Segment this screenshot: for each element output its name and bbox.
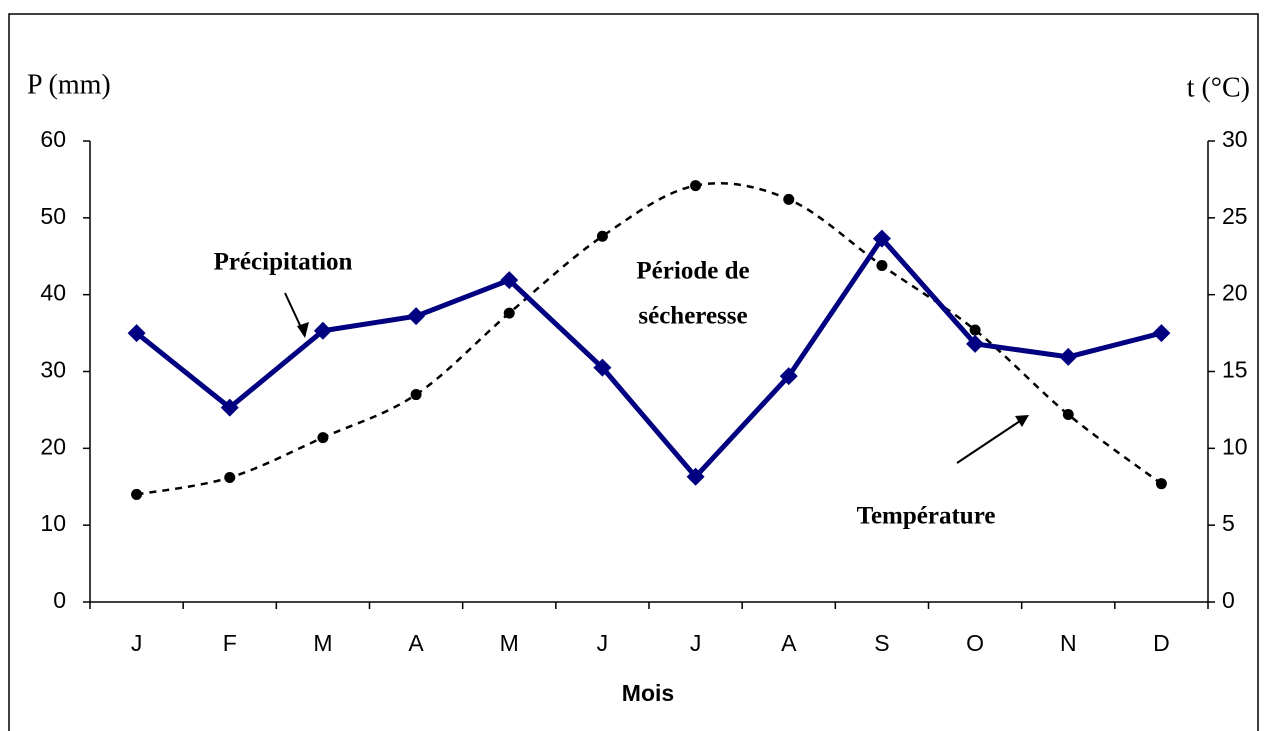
point bbox=[1062, 409, 1074, 421]
y2-tick-label: 20 bbox=[1222, 280, 1248, 306]
series-annotation: Température bbox=[857, 503, 996, 530]
y-tick-label: 60 bbox=[40, 126, 66, 152]
point bbox=[966, 334, 985, 353]
point bbox=[410, 389, 422, 401]
point bbox=[317, 432, 329, 444]
series-line bbox=[136, 182, 1163, 496]
point bbox=[872, 229, 891, 248]
x-tick-label: O bbox=[966, 630, 984, 656]
point bbox=[500, 271, 519, 290]
x-tick-label: S bbox=[874, 630, 889, 656]
point bbox=[220, 398, 239, 417]
y2-tick-label: 5 bbox=[1222, 510, 1235, 536]
arrow-head bbox=[1015, 415, 1029, 427]
x-tick-label: J bbox=[597, 630, 609, 656]
point bbox=[779, 367, 798, 386]
point bbox=[1152, 324, 1171, 343]
y2-axis-title: t (°C) bbox=[1187, 72, 1250, 103]
x-tick-label: J bbox=[131, 630, 143, 656]
point bbox=[969, 324, 981, 336]
y-tick-label: 10 bbox=[40, 510, 66, 536]
x-tick-label: A bbox=[408, 630, 424, 656]
arrow-head bbox=[297, 322, 309, 338]
annotation-arrow bbox=[956, 416, 1027, 464]
y-tick-label: 30 bbox=[40, 357, 66, 383]
y-axis-title: P (mm) bbox=[27, 69, 111, 100]
point bbox=[690, 180, 702, 192]
x-tick-label: N bbox=[1060, 630, 1077, 656]
x-tick-label: F bbox=[223, 630, 237, 656]
point bbox=[596, 230, 608, 242]
x-tick-label: D bbox=[1153, 630, 1170, 656]
point bbox=[1155, 478, 1167, 490]
point bbox=[1059, 347, 1078, 366]
x-tick-label: J bbox=[690, 630, 702, 656]
point bbox=[876, 259, 888, 271]
y-tick-label: 20 bbox=[40, 433, 66, 459]
y-tick-label: 40 bbox=[40, 280, 66, 306]
point bbox=[127, 324, 146, 343]
annotation: sécheresse bbox=[638, 303, 747, 330]
y2-tick-label: 10 bbox=[1222, 433, 1248, 459]
x-tick-label: A bbox=[781, 630, 797, 656]
point bbox=[783, 193, 795, 205]
y2-tick-label: 30 bbox=[1222, 126, 1248, 152]
point bbox=[503, 307, 515, 319]
x-tick-label: M bbox=[500, 630, 519, 656]
y2-tick-label: 15 bbox=[1222, 357, 1248, 383]
point bbox=[593, 358, 612, 377]
point bbox=[224, 472, 236, 484]
y2-tick-label: 25 bbox=[1222, 203, 1248, 229]
annotation: Période de bbox=[636, 258, 749, 285]
y2-tick-label: 0 bbox=[1222, 587, 1235, 613]
series-annotation: Précipitation bbox=[214, 249, 353, 276]
y-tick-label: 50 bbox=[40, 203, 66, 229]
point bbox=[131, 488, 143, 500]
x-tick-label: M bbox=[313, 630, 332, 656]
frame bbox=[8, 13, 1259, 731]
point bbox=[686, 467, 705, 486]
point bbox=[313, 321, 332, 340]
series-line bbox=[135, 236, 1163, 480]
x-axis-title: Mois bbox=[622, 680, 674, 706]
point bbox=[407, 307, 426, 326]
y-tick-label: 0 bbox=[53, 587, 66, 613]
